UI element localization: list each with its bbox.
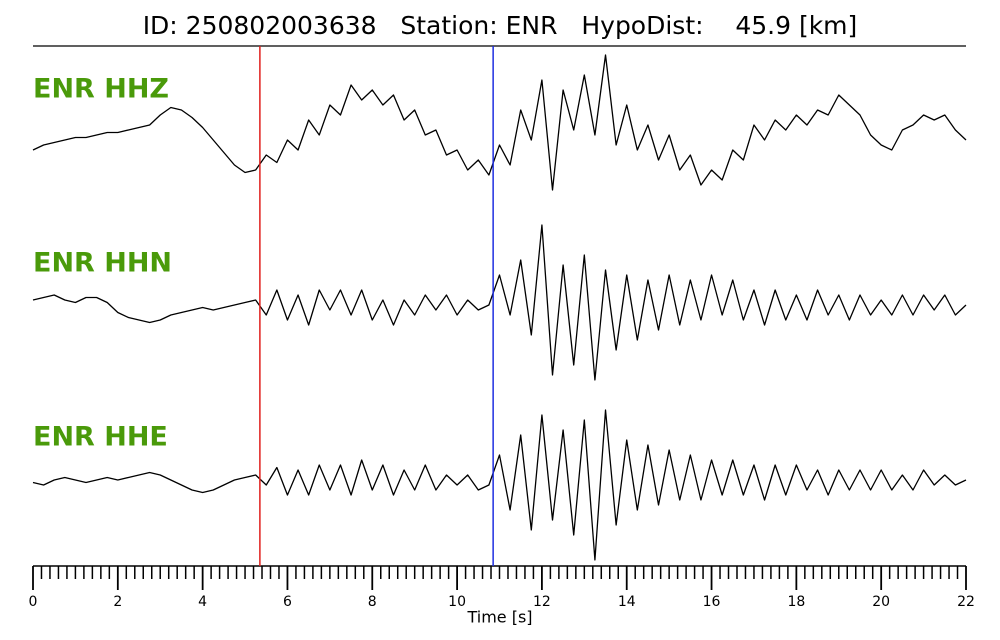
x-tick-label: 10 [448,594,466,610]
x-tick-label: 22 [957,594,975,610]
x-tick-label: 14 [618,594,636,610]
x-tick-label: 2 [113,594,122,610]
waveform [32,224,967,381]
x-tick-label: 20 [872,594,890,610]
waveform [32,409,967,561]
x-tick-label: 8 [368,594,377,610]
x-tick-label: 4 [198,594,207,610]
trace-label: ENR HHN [33,248,172,279]
chart-title: ID: 250802003638 Station: ENR HypoDist: … [143,11,858,40]
x-tick-label: 16 [703,594,721,610]
x-tick-label: 18 [787,594,805,610]
trace-label: ENR HHE [33,422,168,453]
waveform [32,54,967,191]
x-tick-label: 0 [29,594,38,610]
x-tick-label: 12 [533,594,551,610]
x-axis-label: Time [s] [466,608,532,627]
x-tick-label: 6 [283,594,292,610]
trace-label: ENR HHZ [33,74,169,105]
